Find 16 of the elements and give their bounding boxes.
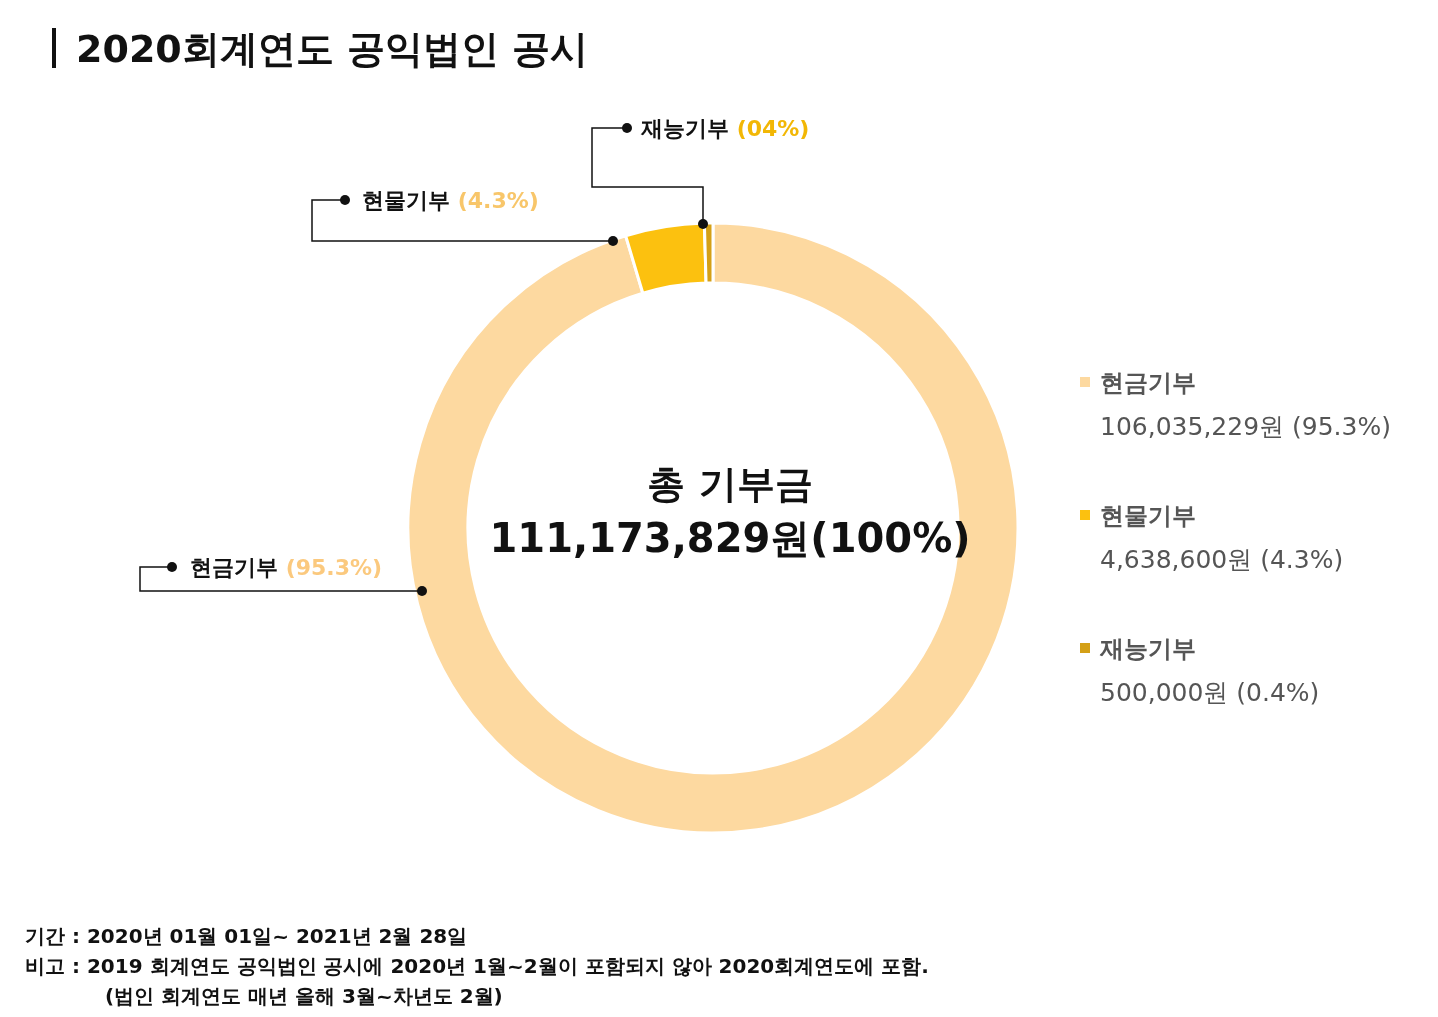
data-label: 106,035,229원 (95.3%) — [1100, 412, 1391, 441]
legend-label: 현물기부 — [1100, 502, 1196, 530]
text: 현물기부 (4.3%) — [362, 188, 539, 213]
data-label: 500,000원 (0.4%) — [1100, 678, 1320, 707]
legend-label: 재능기부 — [1099, 635, 1196, 663]
text: (법인 회계연도 매년 올해 3월~차년도 2월) — [105, 984, 503, 1008]
text: 총 기부금 — [647, 462, 813, 506]
data-label: 4,638,600원 (4.3%) — [1100, 545, 1344, 574]
text: 재능기부 (04%) — [640, 116, 810, 141]
text: 111,173,829원(100%) — [489, 515, 971, 561]
text: 기간 : 2020년 01월 01일~ 2021년 2월 28일 — [25, 924, 468, 948]
text: 현금기부 (95.3%) — [190, 555, 383, 580]
text: 비고 : 2019 회계연도 공익법인 공시에 2020년 1월~2월이 포함되지 않아 2020회계연도에 포함. — [25, 954, 929, 978]
chart-title: 2020회계연도 공익법인 공시 — [76, 27, 589, 71]
legend-label: 현금기부 — [1100, 369, 1196, 397]
donut-slice — [406, 221, 1020, 835]
